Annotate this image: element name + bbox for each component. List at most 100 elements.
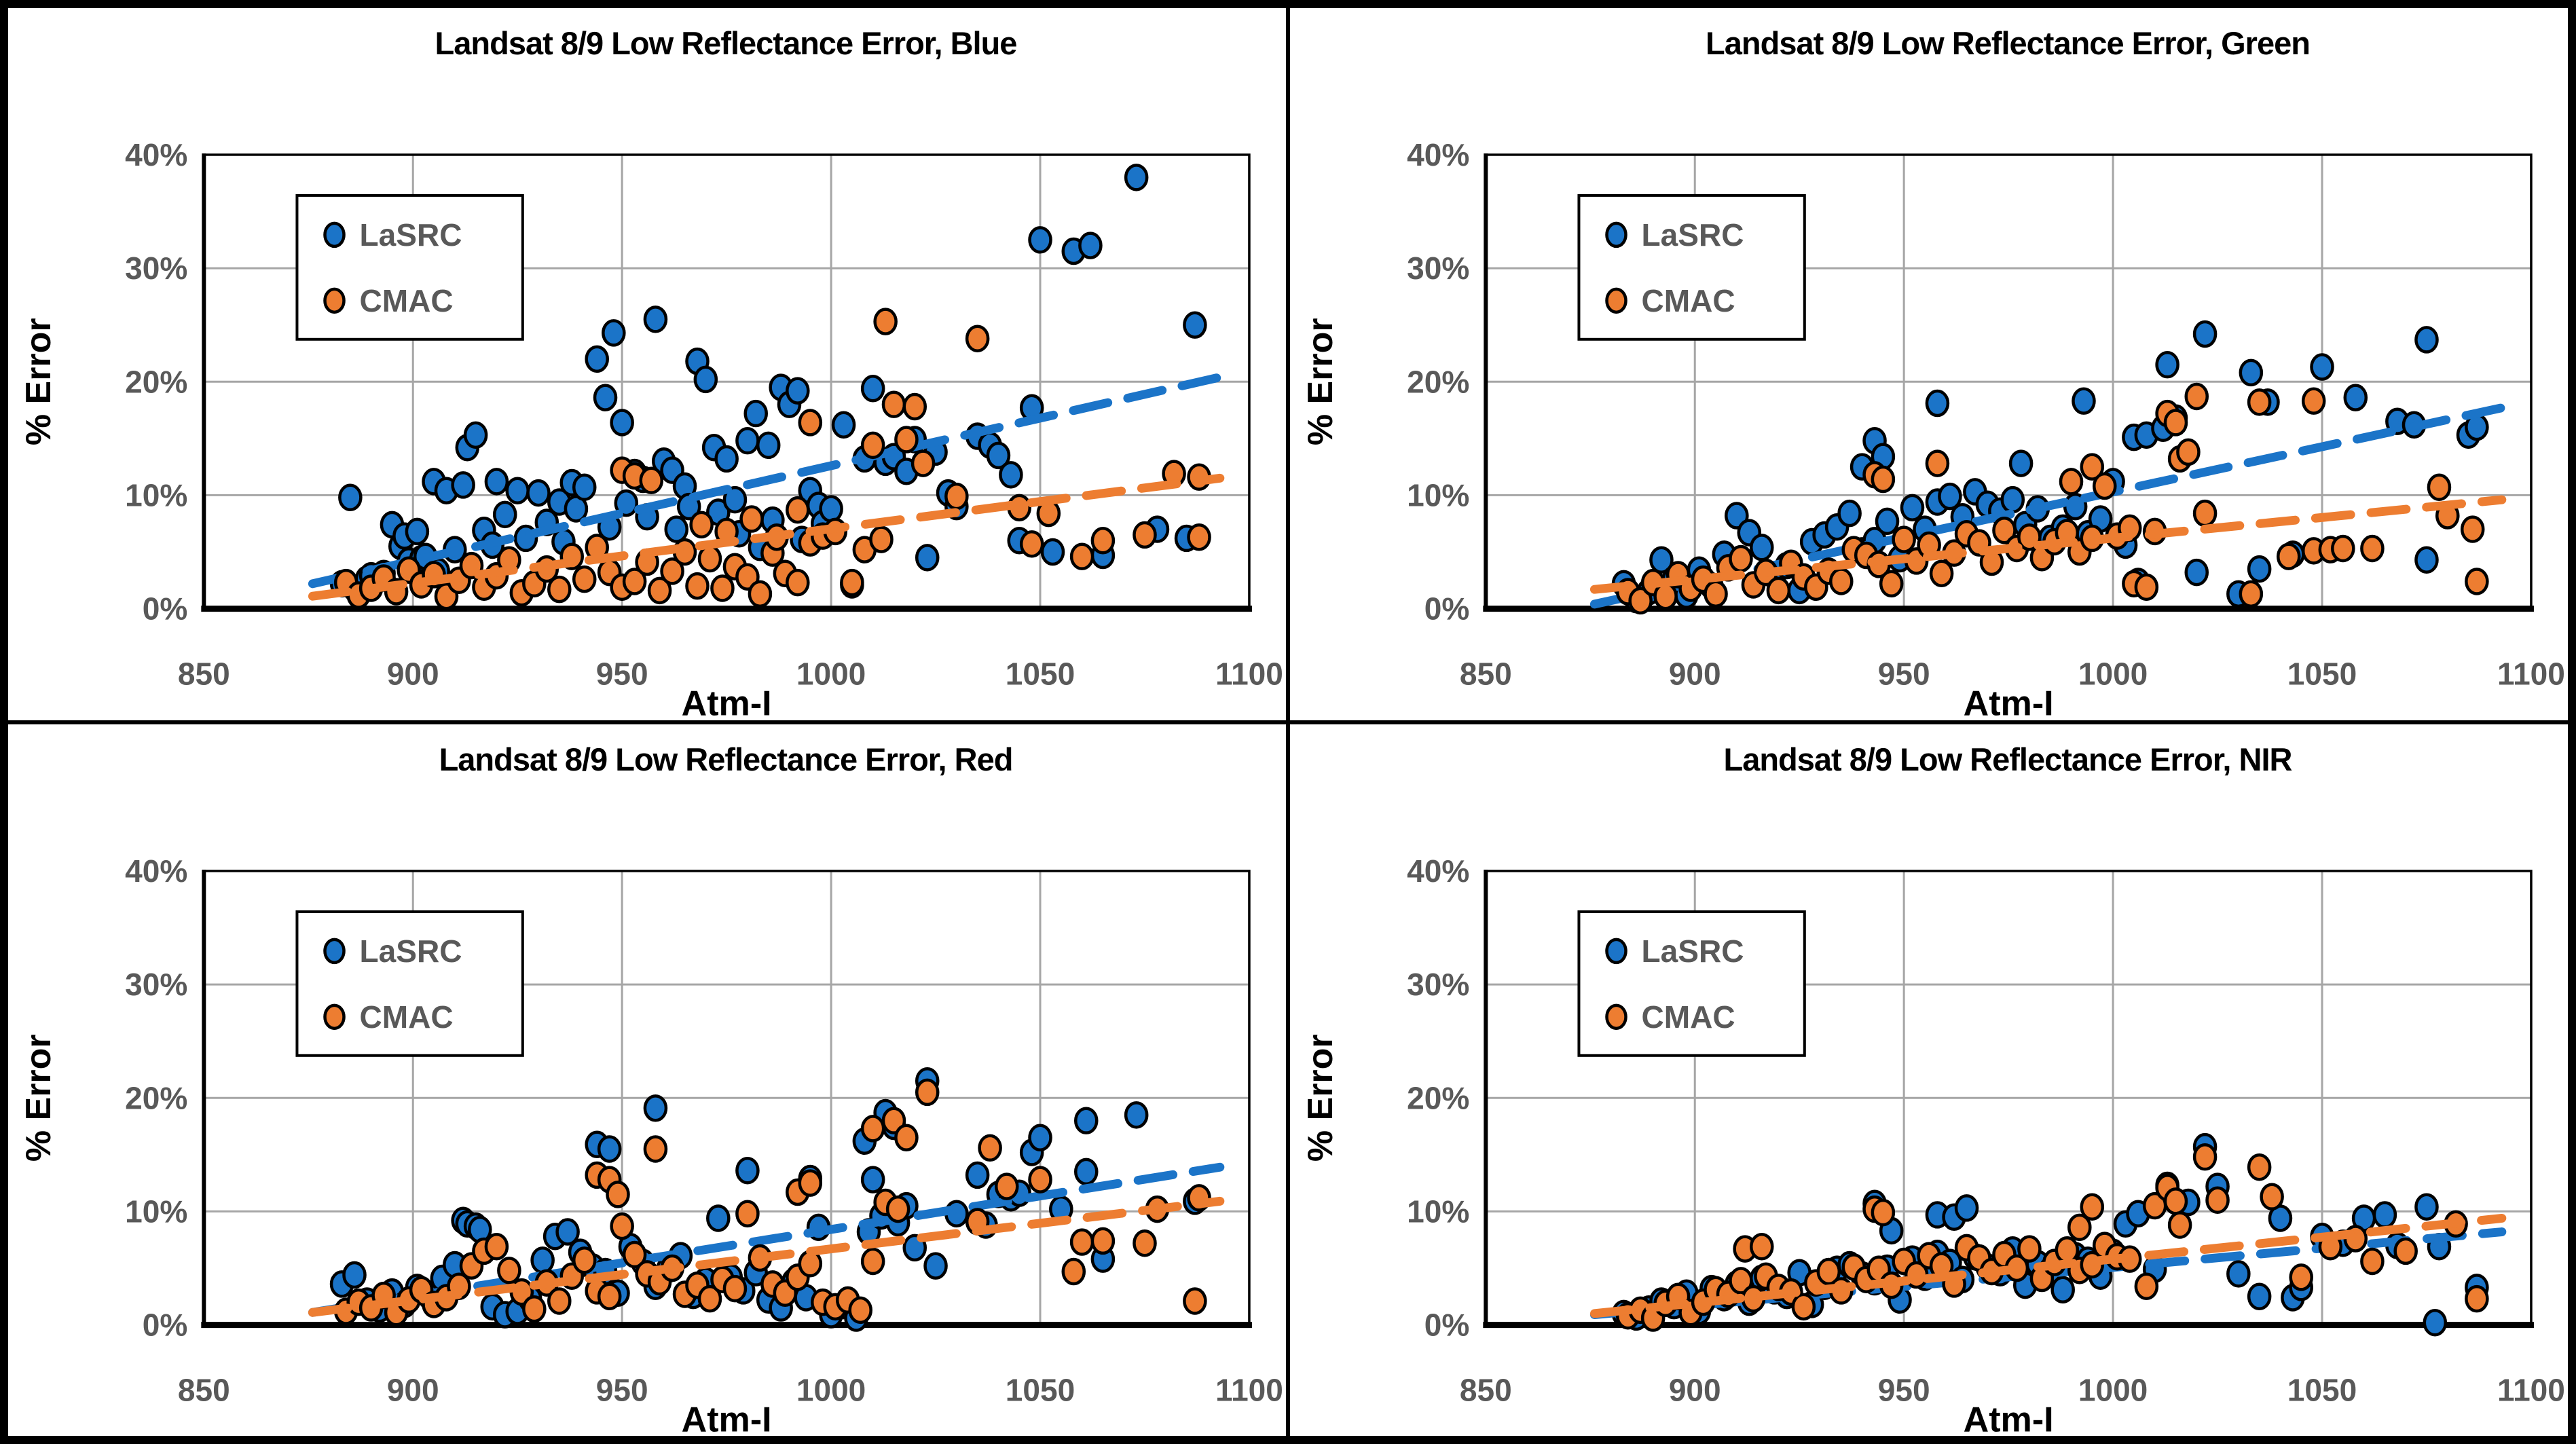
chart-title: Landsat 8/9 Low Reflectance Error, Green [1706,25,2311,61]
scatter-point-cmac [2289,1263,2313,1291]
scatter-point-lasrc [693,365,718,394]
scatter-point-lasrc [1078,232,1103,259]
scatter-point-cmac [798,409,823,437]
scatter-point-cmac [639,466,664,494]
axis-title-y: % Error [1301,318,1340,445]
scatter-point-lasrc [463,421,488,449]
scatter-point-cmac [722,1274,748,1302]
scatter-point-lasrc [1925,389,1950,418]
scatter-point-cmac [1871,465,1896,494]
legend-box [295,910,524,1057]
scatter-point-cmac [735,1200,760,1227]
scatter-point-cmac [1992,517,2017,544]
scatter-point-lasrc [338,483,363,512]
scatter-point-cmac [2239,580,2264,608]
scatter-point-lasrc [484,468,509,496]
scatter-point-cmac [2393,1237,2418,1265]
scatter-point-cmac [869,525,894,553]
scatter-point-lasrc [706,1204,731,1232]
scatter-point-lasrc [505,477,530,504]
scatter-point-lasrc [1750,534,1774,561]
scatter-point-lasrc [735,1156,760,1184]
scatter-point-cmac [622,1240,647,1268]
trendline-lasrc [1589,403,2507,609]
x-tick-label: 1100 [2497,1372,2565,1407]
y-tick-label: 20% [1407,1080,1469,1115]
scatter-point-cmac [1019,530,1044,558]
scatter-point-cmac [2080,453,2105,481]
scatter-point-cmac [2465,568,2489,595]
scatter-point-lasrc [819,495,843,523]
scatter-point-lasrc [2184,558,2209,587]
scatter-point-cmac [786,496,810,524]
legend-label-cmac: CMAC [1642,283,1735,318]
legend-marker-cmac [1605,287,1627,314]
legend-marker-lasrc [323,221,346,248]
x-tick-label: 950 [596,656,648,692]
scatter-point-cmac [1069,1227,1094,1256]
scatter-point-lasrc [2050,1276,2075,1303]
scatter-point-cmac [902,392,927,421]
scatter-point-cmac [1628,587,1653,615]
scatter-point-cmac [2163,409,2188,437]
chart-title: Landsat 8/9 Low Reflectance Error, Blue [435,25,1018,61]
trendline-lasrc [308,373,1225,589]
scatter-point-cmac [697,1284,722,1312]
x-tick-label: 1000 [2078,656,2148,692]
scatter-point-lasrc [610,409,634,437]
scatter-point-lasrc [860,375,885,403]
scatter-point-lasrc [2247,555,2272,583]
x-tick-label: 950 [1878,656,1930,692]
scatter-point-cmac [484,1232,509,1260]
scatter-point-cmac [597,1282,622,1310]
trendline-cmac [308,473,1225,601]
scatter-point-cmac [710,574,735,602]
x-tick-label: 900 [387,656,439,692]
x-tick-label: 900 [1669,1372,1721,1407]
x-tick-label: 850 [178,656,230,692]
legend-label-cmac: CMAC [360,283,454,318]
scatter-point-lasrc [2372,1200,2397,1229]
x-tick-label: 1050 [1006,1372,1075,1407]
scatter-point-cmac [2360,534,2385,563]
y-tick-label: 40% [1407,137,1469,172]
scatter-point-lasrc [1875,507,1900,536]
scatter-point-cmac [894,426,919,453]
legend-marker-lasrc [1605,221,1627,248]
y-tick-label: 20% [125,364,187,399]
scatter-point-cmac [786,568,810,597]
scatter-point-cmac [1090,1227,1116,1255]
scatter-point-cmac [1133,1229,1157,1257]
scatter-point-lasrc [2423,1308,2448,1336]
scatter-point-cmac [944,482,969,511]
scatter-point-cmac [2184,382,2209,411]
y-tick-label: 10% [1407,1193,1469,1229]
scatter-point-cmac [2260,1182,2284,1210]
y-tick-label: 0% [143,1307,188,1342]
scatter-point-cmac [840,568,864,597]
scatter-point-cmac [2247,388,2272,416]
scatter-point-lasrc [664,515,688,543]
y-tick-label: 30% [125,967,187,1002]
series-cmac [333,1078,1211,1326]
y-tick-label: 10% [125,477,187,513]
scatter-point-cmac [2059,468,2084,496]
scatter-point-cmac [1816,1257,1841,1285]
y-tick-label: 10% [1407,477,1469,513]
scatter-point-lasrc [743,399,769,428]
trendline-cmac [1589,1213,2507,1318]
y-tick-label: 40% [125,137,187,172]
scatter-point-lasrc [405,517,430,546]
scatter-point-lasrc [1900,494,1925,522]
y-tick-label: 20% [125,1080,187,1115]
legend-marker-cmac [1605,1003,1627,1030]
scatter-point-lasrc [1183,311,1207,339]
scatter-point-cmac [1090,527,1116,555]
scatter-chart-blue: 850 900 950 1000 1050 1100 0% 10% 20% 30% 40% Atm-I… [19,137,1283,720]
scatter-point-cmac [748,580,773,608]
scatter-point-lasrc [2414,326,2439,354]
scatter-chart-green: 850 900 950 1000 1050 1100 0% 10% 20% 30% 40% Atm-I… [1301,137,2565,720]
x-tick-label: 1050 [2287,1372,2357,1407]
y-tick-label: 40% [1407,853,1469,888]
legend-label-lasrc: LaSRC [1642,933,1744,968]
